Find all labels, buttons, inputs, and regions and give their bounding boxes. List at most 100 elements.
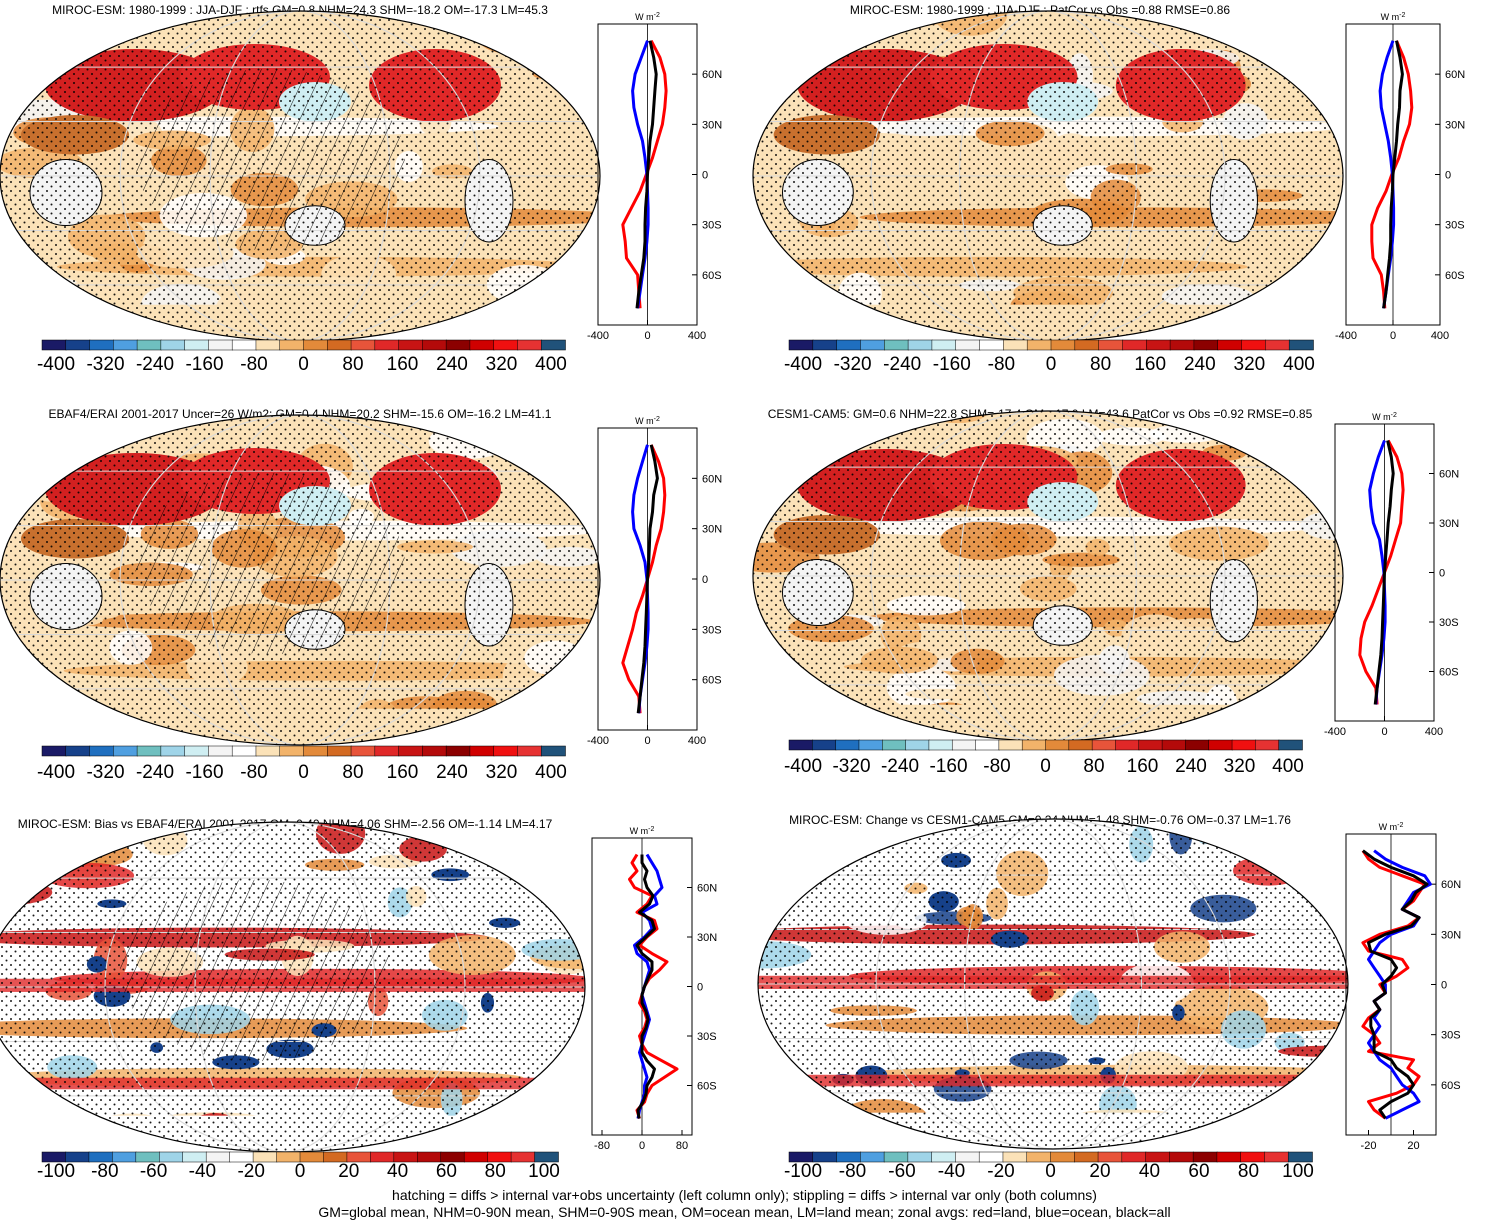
footer-line-2: GM=global mean, NHM=0-90N mean, SHM=0-90… [318, 1204, 1171, 1220]
colorbar-tick-label: 100 [528, 1161, 560, 1182]
map-patch [1269, 1106, 1333, 1123]
colorbar-swatch [1021, 739, 1047, 751]
colorbar-swatch [1265, 339, 1290, 351]
colorbar-tick-label: 240 [1175, 756, 1207, 777]
unit-label: W m-2 [635, 416, 660, 426]
colorbar-tick-label: 80 [342, 354, 363, 375]
colorbar-tick-label: 400 [535, 762, 567, 783]
colorbar-swatch [445, 745, 471, 757]
colorbar-swatch [113, 339, 138, 351]
map-patch [756, 22, 837, 66]
ytick-label: 0 [1439, 568, 1445, 580]
ytick-label: 60N [702, 69, 722, 81]
colorbar: -400 -320 -240 -160 -80 0 80 160 240 320 400 [784, 739, 1304, 777]
colorbar-tick-label: -80 [988, 354, 1015, 375]
xtick-label: -20 [1361, 1140, 1377, 1152]
colorbar-tick-label: -100 [784, 1161, 822, 1182]
ytick-label: 60N [1439, 469, 1459, 481]
zonal-series-line [635, 854, 656, 1119]
stippling [753, 11, 1343, 341]
colorbar-swatch [1003, 339, 1028, 351]
ytick-label: 0 [1445, 170, 1451, 182]
colorbar-tick-label: -160 [185, 354, 223, 375]
zonal-average-plot: 60N 30N 0 30S 60S -80 0 80 W m-2 [591, 826, 717, 1152]
unit-label: W m-2 [635, 12, 660, 22]
colorbar-swatch [860, 339, 886, 351]
colorbar-tick-label: -60 [140, 1161, 167, 1182]
colorbar-swatch [422, 339, 447, 351]
colorbar-tick-label: -160 [933, 354, 971, 375]
zonal-series-line [1367, 849, 1432, 1120]
unit-label: W m-2 [1379, 822, 1404, 832]
colorbar-swatch [1169, 339, 1195, 351]
ytick-label: 60S [1441, 1080, 1461, 1092]
ytick-label: 30N [1445, 119, 1465, 131]
colorbar-tick-label: 320 [486, 762, 518, 783]
colorbar: -100 -80 -60 -40 -20 0 20 40 60 80 100 [37, 1151, 560, 1182]
colorbar: -400 -320 -240 -160 -80 0 80 160 240 320 400 [37, 745, 567, 783]
colorbar-swatch [882, 739, 907, 751]
map-patch [1277, 31, 1343, 70]
colorbar-tick-label: 160 [387, 762, 419, 783]
colorbar-tick-label: 320 [486, 354, 518, 375]
xtick-label: 400 [688, 330, 706, 342]
xtick-label: -80 [594, 1140, 610, 1152]
panel-6: MIROC-ESM: Change vs CESM1-CAM5 GM=0.24 … [757, 813, 1461, 1182]
colorbar-tick-label: -320 [86, 354, 124, 375]
colorbar-swatch [931, 339, 957, 351]
zonal-average-plot: 60N 30N 0 30S 60S -400 0 400 W m-2 [587, 12, 722, 342]
zonal-series-line [631, 444, 650, 714]
ytick-label: 30N [697, 932, 717, 944]
colorbar-swatch [517, 339, 542, 351]
zonal-series-line [635, 40, 658, 309]
colorbar-tick-label: 160 [1134, 354, 1166, 375]
ytick-label: 30N [702, 524, 722, 536]
colorbar-tick-label: -240 [883, 354, 921, 375]
colorbar-swatch [951, 739, 977, 751]
colorbar-tick-label: 240 [436, 354, 468, 375]
colorbar-tick-label: 320 [1234, 354, 1266, 375]
ytick-label: 60N [702, 473, 722, 485]
colorbar-swatch [1161, 739, 1187, 751]
map-patch [1329, 830, 1348, 859]
xtick-label: -400 [587, 330, 609, 342]
ytick-label: 60N [697, 883, 717, 895]
xtick-label: -400 [1324, 726, 1346, 738]
xtick-label: 0 [639, 1140, 645, 1152]
colorbar-tick-label: 60 [436, 1161, 457, 1182]
map [753, 11, 1343, 341]
colorbar-swatch [208, 745, 233, 757]
xtick-label: 0 [644, 735, 650, 747]
zonal-average-plot: 60N 30N 0 30S 60S -400 0 400 W m-2 [1335, 12, 1465, 342]
ytick-label: 60N [1445, 69, 1465, 81]
unit-label: W m-2 [1381, 12, 1406, 22]
colorbar-swatch [1115, 739, 1140, 751]
colorbar-swatch [1241, 339, 1267, 351]
colorbar-tick-label: 40 [1139, 1161, 1160, 1182]
colorbar-swatch [835, 739, 860, 751]
colorbar-swatch [1208, 739, 1233, 751]
colorbar-tick-label: 80 [1090, 354, 1111, 375]
colorbar-swatch [1255, 739, 1280, 751]
colorbar-tick-label: 0 [1045, 1161, 1056, 1182]
colorbar-tick-label: 400 [1283, 354, 1315, 375]
colorbar-tick-label: 40 [387, 1161, 408, 1182]
map-patch [1268, 1093, 1303, 1139]
stippling [758, 819, 1348, 1149]
colorbar-swatch [1074, 339, 1100, 351]
zonal-series-line [1368, 439, 1387, 705]
hatching [120, 879, 390, 1062]
colorbar-swatch [1287, 1151, 1313, 1163]
colorbar-tick-label: -240 [881, 756, 919, 777]
panel-title: EBAF4/ERAI 2001-2017 Uncer=26 W/m2: GM=0… [49, 407, 552, 421]
ytick-label: 30S [697, 1031, 717, 1043]
colorbar-swatch [1288, 339, 1314, 351]
zonal-series-line [1361, 849, 1427, 1120]
colorbar-swatch [65, 745, 91, 757]
map-patch [550, 23, 600, 62]
ytick-label: 60S [697, 1081, 717, 1093]
zonal-series-line [1373, 440, 1395, 705]
colorbar-swatch [469, 745, 495, 757]
colorbar-swatch [1091, 739, 1117, 751]
colorbar-swatch [788, 739, 814, 751]
